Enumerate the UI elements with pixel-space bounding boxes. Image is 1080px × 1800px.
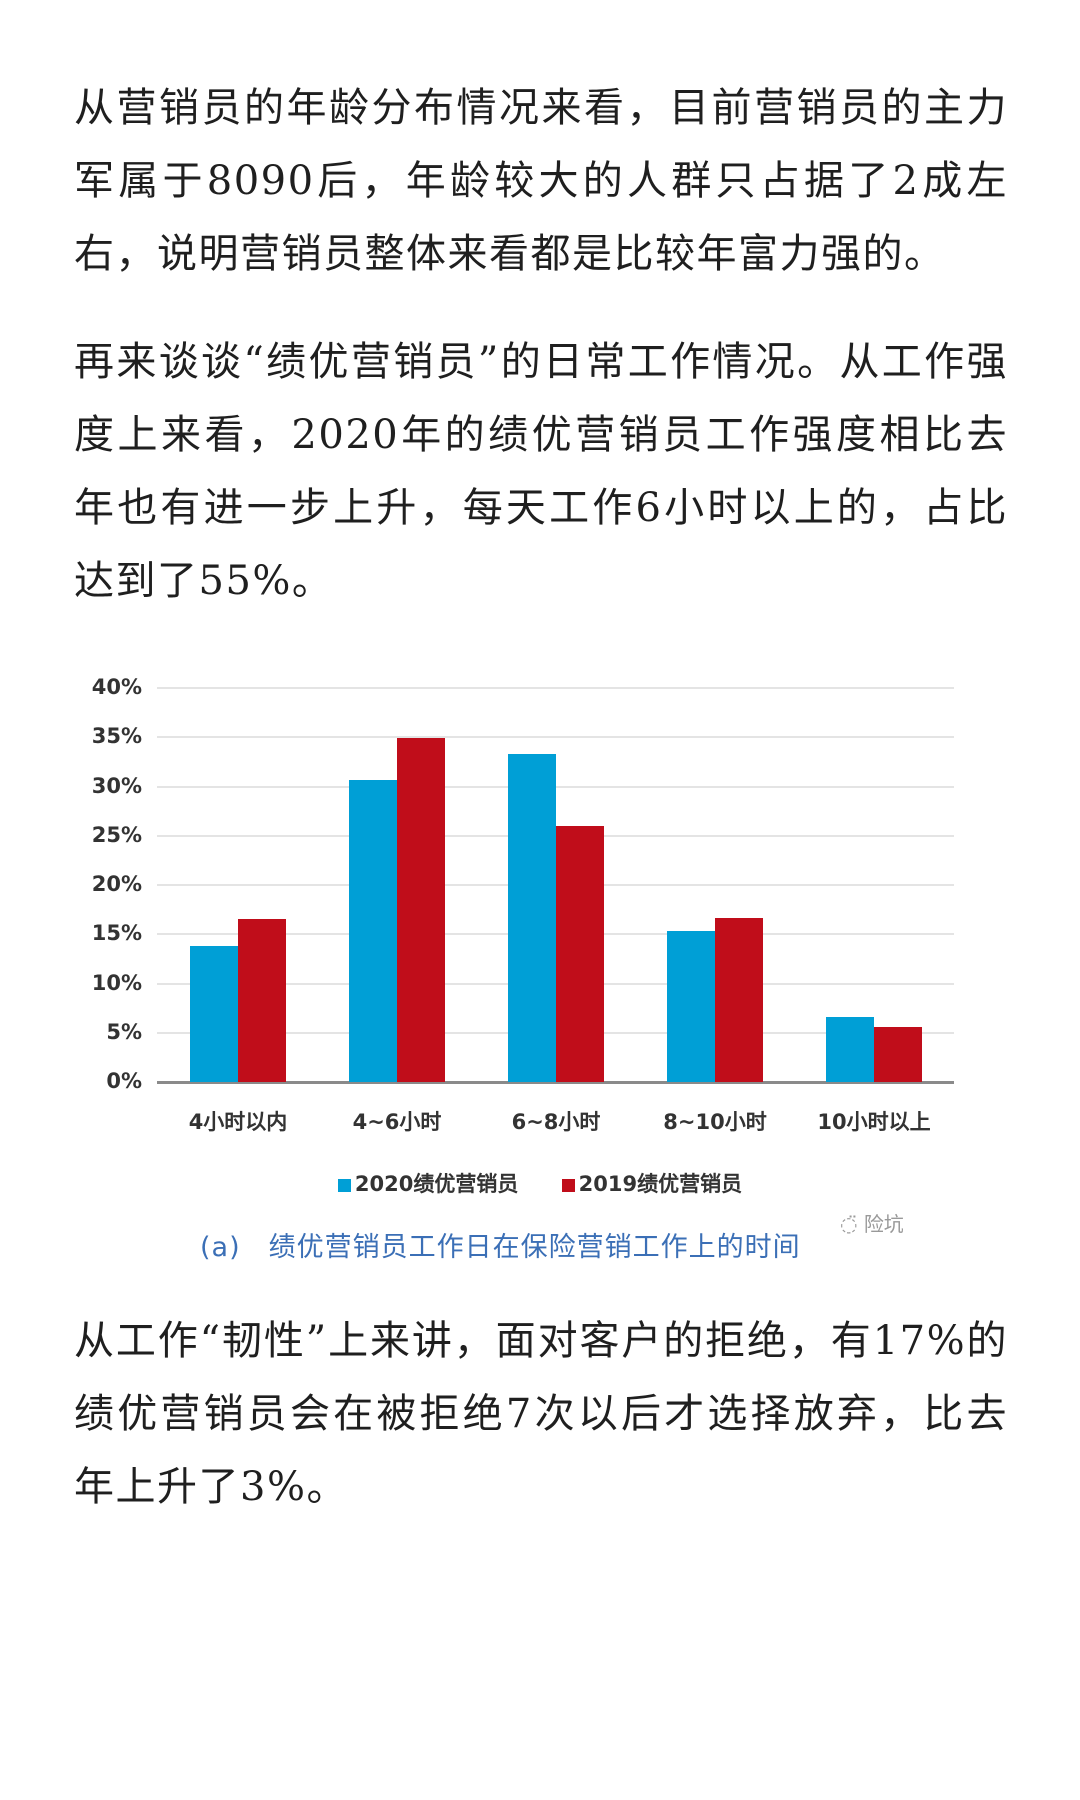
y-tick-label: 20% bbox=[91, 872, 142, 896]
paragraph-work-intensity: 再来谈谈“绩优营销员”的日常工作情况。从工作强度上来看，2020年的绩优营销员工… bbox=[74, 339, 1008, 604]
bar bbox=[715, 917, 763, 1082]
y-tick-label: 35% bbox=[91, 724, 142, 749]
y-tick-label: 30% bbox=[91, 773, 142, 798]
x-tick-label: 10小时以上 bbox=[817, 1110, 931, 1134]
x-tick-label: 8~10小时 bbox=[663, 1110, 767, 1134]
y-tick-label: 15% bbox=[91, 921, 142, 946]
bar bbox=[826, 1016, 874, 1082]
bar bbox=[190, 946, 238, 1082]
paragraph-resilience: 从工作“韧性”上来讲，面对客户的拒绝，有17%的绩优营销员会在被拒绝7次以后才选… bbox=[74, 1318, 1008, 1510]
gridline bbox=[157, 687, 954, 689]
y-tick-label: 40% bbox=[91, 675, 142, 699]
watermark: ◌̈ 险坑 bbox=[840, 1208, 904, 1237]
paragraph-age-distribution: 从营销员的年龄分布情况来看，目前营销员的主力军属于8090后，年龄较大的人群只占… bbox=[74, 85, 1008, 277]
legend-label: 2020绩优营销员 bbox=[354, 1172, 519, 1196]
x-tick-label: 4~6小时 bbox=[352, 1110, 442, 1134]
bar bbox=[349, 779, 397, 1082]
legend: 2020绩优营销员 2019绩优营销员 bbox=[0, 1168, 1080, 1198]
y-tick-label: 5% bbox=[106, 1019, 142, 1044]
bar bbox=[238, 919, 286, 1082]
bar bbox=[874, 1026, 922, 1082]
chart-caption: (a) 绩优营销员工作日在保险营销工作上的时间 bbox=[200, 1232, 801, 1263]
legend-swatch-blue bbox=[337, 1178, 351, 1192]
bar bbox=[397, 738, 445, 1082]
wechat-icon: ◌̈ bbox=[840, 1212, 858, 1236]
x-axis-line bbox=[157, 1081, 954, 1084]
x-tick-label: 6~8小时 bbox=[511, 1110, 601, 1134]
legend-item-2019: 2019绩优营销员 bbox=[561, 1168, 743, 1198]
y-tick-label: 25% bbox=[91, 822, 142, 847]
watermark-text: 险坑 bbox=[863, 1212, 904, 1236]
y-tick-label: 0% bbox=[106, 1069, 142, 1093]
bar-chart: 2020绩优营销员 2019绩优营销员 (a) 绩优营销员工作日在保险营销工作上… bbox=[0, 660, 1080, 1263]
bar bbox=[667, 931, 715, 1082]
y-tick-label: 10% bbox=[91, 970, 142, 995]
legend-item-2020: 2020绩优营销员 bbox=[337, 1168, 519, 1198]
bar bbox=[556, 825, 604, 1082]
x-tick-label: 4小时以内 bbox=[188, 1110, 288, 1134]
bar bbox=[508, 753, 556, 1082]
legend-label: 2019绩优营销员 bbox=[578, 1172, 743, 1196]
gridline bbox=[157, 736, 954, 739]
legend-swatch-red bbox=[561, 1178, 575, 1192]
